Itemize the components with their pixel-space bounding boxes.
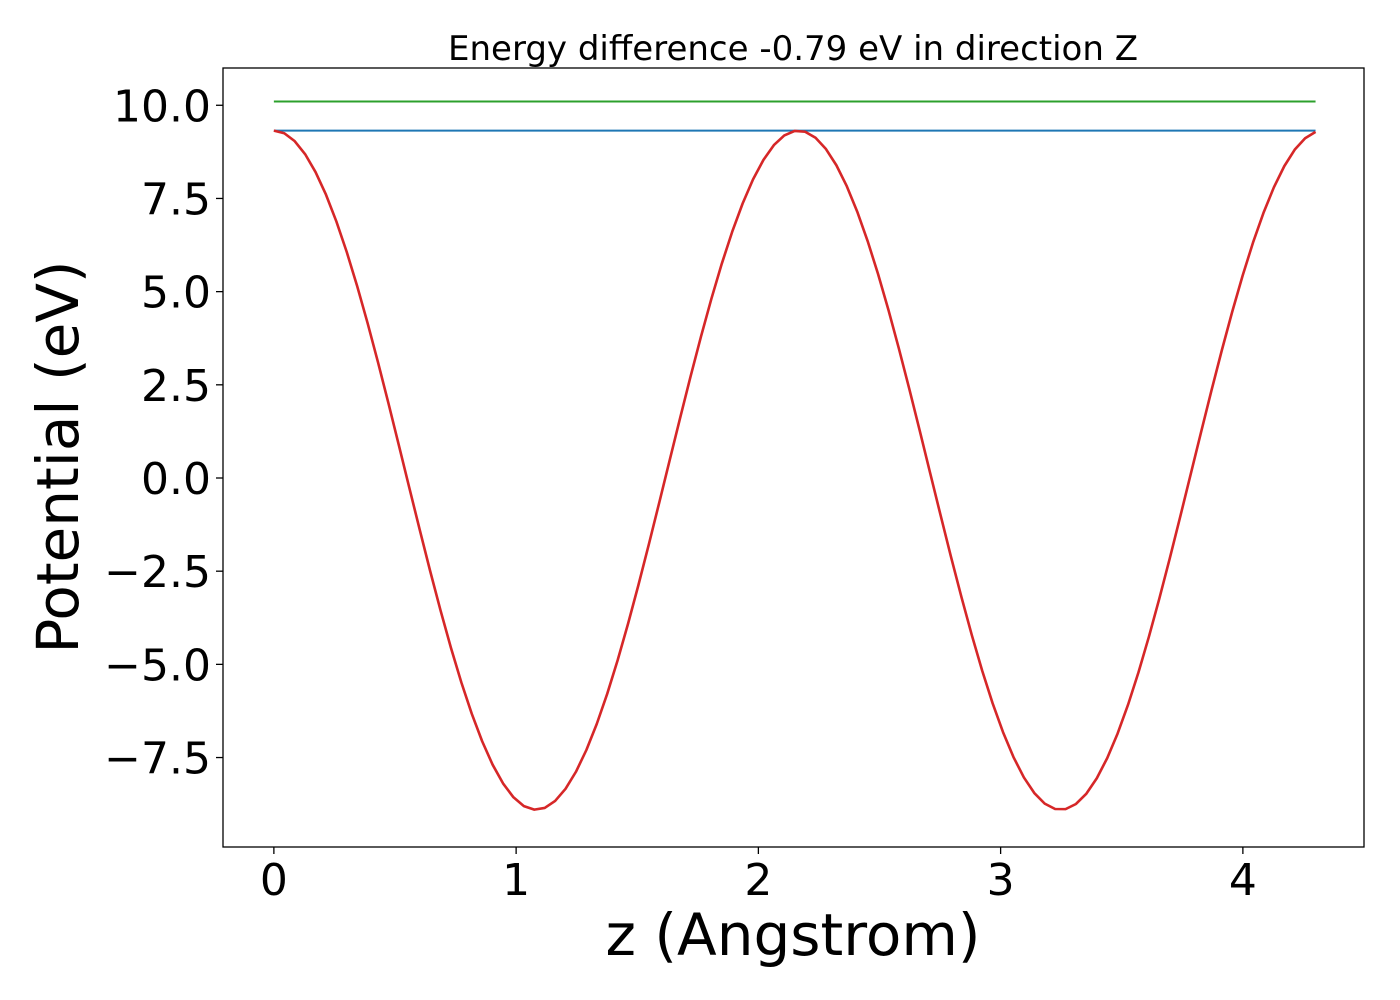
series-line-3 xyxy=(273,129,1317,811)
y-axis-label: Potential (eV) xyxy=(24,260,92,653)
plot-area xyxy=(273,100,1317,811)
y-tick-label: −7.5 xyxy=(104,734,211,785)
x-tick-label: 3 xyxy=(987,855,1015,906)
y-tick-label: 0.0 xyxy=(141,454,211,505)
x-tick-label: 0 xyxy=(260,855,288,906)
chart-title: Energy difference -0.79 eV in direction … xyxy=(448,29,1138,69)
plot-frame xyxy=(222,67,1365,848)
y-tick-label: 10.0 xyxy=(113,81,211,132)
x-tick-label: 4 xyxy=(1229,855,1257,906)
x-tick-label: 2 xyxy=(744,855,772,906)
x-tick-label: 1 xyxy=(502,855,530,906)
x-axis-label: z (Angstrom) xyxy=(606,901,981,969)
y-tick-label: 2.5 xyxy=(141,361,211,412)
y-tick-label: −5.0 xyxy=(104,640,211,691)
x-axis: 0 1 2 3 4 xyxy=(260,847,1257,906)
y-tick-label: 7.5 xyxy=(141,174,211,225)
y-tick-label: −2.5 xyxy=(104,547,211,598)
y-tick-label: 5.0 xyxy=(141,268,211,319)
y-axis: 10.0 7.5 5.0 2.5 0.0 −2.5 −5.0 −7.5 xyxy=(104,81,223,785)
